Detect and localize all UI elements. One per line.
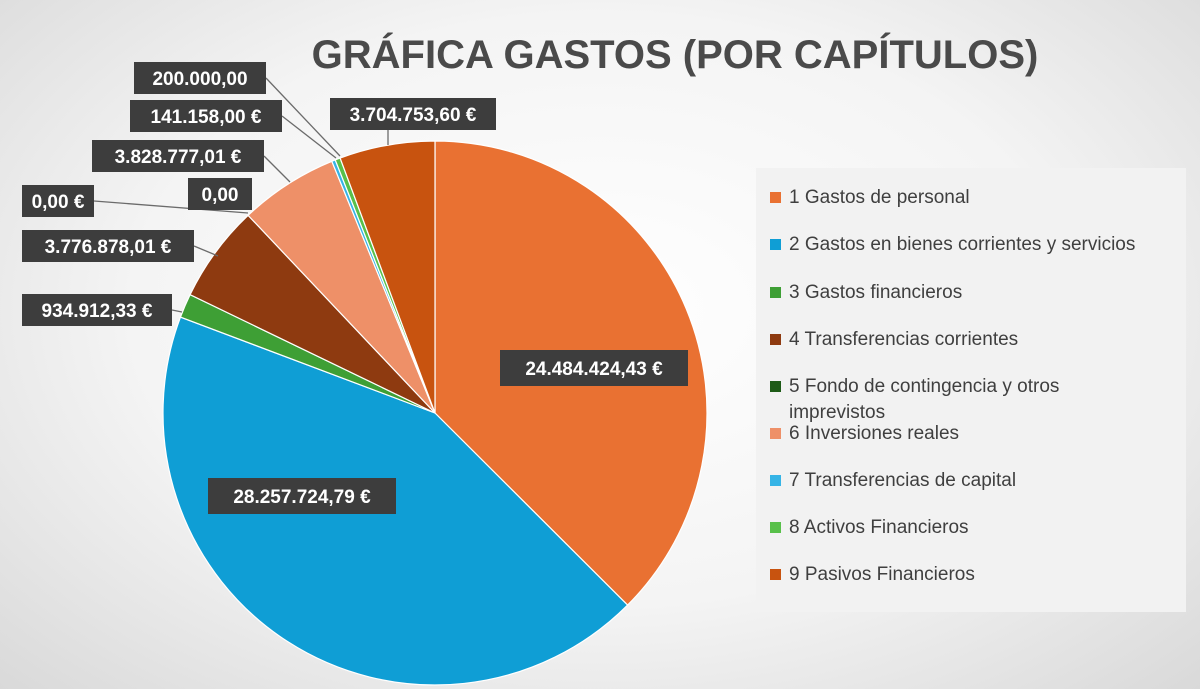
data-label: 3.776.878,01 € [22,230,194,262]
data-label-background [22,185,94,217]
data-label-text: 3.828.777,01 € [115,147,242,168]
legend-label: 6 Inversiones reales [789,423,959,444]
legend-swatch [770,381,781,392]
pie-slices [162,140,708,686]
data-label-background [22,294,172,326]
data-label-background [500,350,688,386]
legend-swatch [770,569,781,580]
data-label-text: 3.704.753,60 € [350,105,477,126]
legend-swatch [770,522,781,533]
leader-line [263,155,291,183]
data-label-text: 24.484.424,43 € [525,359,663,380]
legend-label: 8 Activos Financieros [789,517,969,538]
data-label: 141.158,00 € [130,100,282,132]
leader-line [281,115,337,159]
legend-background [756,168,1186,612]
legend-label: 3 Gastos financieros [789,282,962,303]
leader-line [171,309,183,313]
data-label-text: 0,00 [202,185,239,206]
legend-item-9: 9 Pasivos Financieros [770,564,975,585]
legend: 1 Gastos de personal 2 Gastos en bienes c… [756,168,1186,612]
legend-swatch [770,287,781,298]
legend-item-6: 6 Inversiones reales [770,423,959,444]
leader-line [193,245,219,257]
data-label-background [134,62,266,94]
leader-line [265,77,341,157]
legend-swatch [770,428,781,439]
legend-label: 1 Gastos de personal [789,187,970,208]
legend-item-2: 2 Gastos en bienes corrientes y servicio… [770,234,1135,255]
data-label-text: 0,00 € [32,192,85,213]
data-label: 0,00 [188,178,252,210]
data-label-text: 28.257.724,79 € [233,487,371,508]
legend-label: 9 Pasivos Financieros [789,564,975,585]
data-label-background [92,140,264,172]
data-label: 28.257.724,79 € [208,478,396,514]
data-label-background [188,178,252,210]
legend-swatch [770,239,781,250]
pie-slice-9 [339,140,436,414]
legend-swatch [770,475,781,486]
data-label-text: 200.000,00 [152,69,247,90]
data-label-text: 141.158,00 € [151,107,262,128]
legend-item-4: 4 Transferencias corrientes [770,329,1018,350]
legend-label: 7 Transferencias de capital [789,470,1016,491]
data-label: 24.484.424,43 € [500,350,688,386]
chart-title: GRÁFICA GASTOS (POR CAPÍTULOS) [312,32,1039,77]
legend-label: 4 Transferencias corrientes [789,329,1018,350]
data-label-text: 3.776.878,01 € [45,237,172,258]
data-labels: 24.484.424,43 € 28.257.724,79 € 934.912,33… [22,62,688,514]
data-label-background [330,98,496,130]
data-label-background [208,478,396,514]
legend-label: 2 Gastos en bienes corrientes y servicio… [789,234,1135,255]
legend-item-5: 5 Fondo de contingencia y otros imprevist… [770,376,1059,423]
legend-swatch [770,192,781,203]
leader-lines [93,77,389,313]
legend-item-7: 7 Transferencias de capital [770,470,1016,491]
data-label-background [22,230,194,262]
data-label-background [130,100,282,132]
legend-item-1: 1 Gastos de personal [770,187,970,208]
data-label-text: 934.912,33 € [42,301,153,322]
legend-item-8: 8 Activos Financieros [770,517,969,538]
data-label: 3.828.777,01 € [92,140,264,172]
data-label: 0,00 € [22,185,94,217]
leader-line [93,200,249,214]
data-label: 200.000,00 [134,62,266,94]
data-label: 934.912,33 € [22,294,172,326]
data-label: 3.704.753,60 € [330,98,496,130]
legend-item-3: 3 Gastos financieros [770,282,962,303]
legend-swatch [770,334,781,345]
legend-label: 5 Fondo de contingencia y otros imprevist… [789,376,1059,423]
